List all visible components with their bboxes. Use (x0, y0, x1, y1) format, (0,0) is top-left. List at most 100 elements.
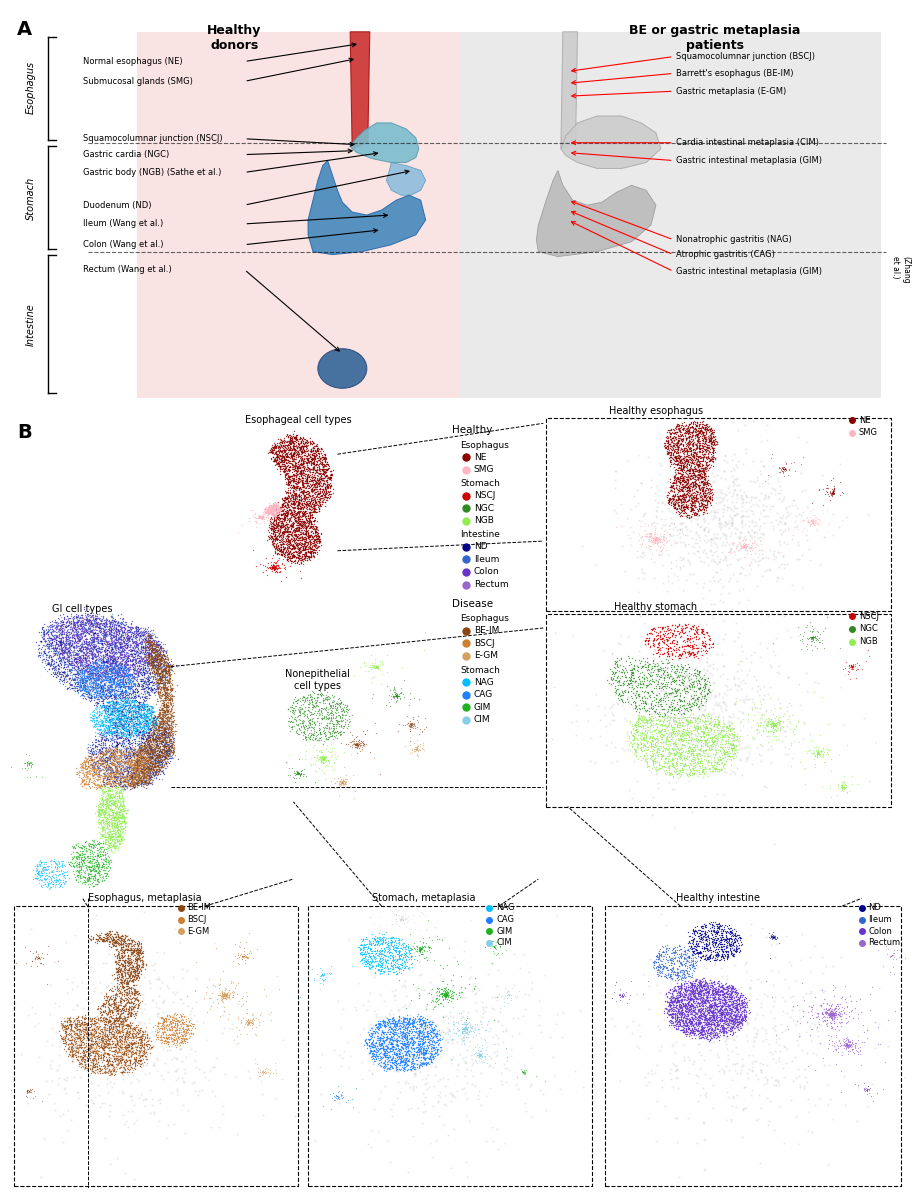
Point (434, 983, 449, 1002)
Point (94, 676, 109, 695)
Point (161, 697, 175, 716)
Point (158, 662, 173, 682)
Point (675, 500, 690, 520)
Point (150, 673, 165, 692)
Point (129, 632, 143, 652)
Point (76, 623, 90, 642)
Point (717, 1007, 731, 1026)
Point (135, 631, 150, 650)
Point (116, 743, 131, 762)
Point (144, 731, 159, 750)
Point (353, 943, 367, 962)
Point (131, 734, 145, 754)
Point (699, 973, 714, 992)
Point (639, 667, 654, 686)
Point (162, 659, 176, 678)
Point (412, 740, 427, 760)
Point (143, 647, 157, 666)
Point (181, 1019, 196, 1038)
Point (160, 713, 175, 732)
Point (686, 463, 701, 482)
Point (716, 978, 730, 997)
Point (142, 766, 156, 785)
Point (412, 940, 427, 959)
Point (664, 727, 679, 746)
Point (105, 678, 120, 697)
Point (161, 691, 175, 710)
Point (693, 678, 707, 697)
Point (156, 655, 171, 674)
Point (737, 1001, 751, 1020)
Point (127, 714, 142, 733)
Point (667, 431, 682, 450)
Point (664, 455, 678, 474)
Point (129, 757, 143, 776)
Point (278, 456, 292, 475)
Point (149, 748, 164, 767)
Point (727, 979, 741, 998)
Point (112, 797, 127, 816)
Point (650, 529, 664, 548)
Point (158, 670, 173, 689)
Point (171, 1010, 186, 1030)
Point (118, 737, 133, 756)
Point (124, 754, 139, 773)
Point (132, 769, 146, 788)
Point (165, 685, 179, 704)
Point (157, 733, 172, 752)
Point (660, 727, 675, 746)
Point (156, 756, 171, 775)
Point (455, 1019, 470, 1038)
Point (239, 991, 253, 1010)
Point (677, 446, 692, 466)
Point (358, 944, 373, 964)
Point (133, 736, 147, 755)
Point (133, 940, 148, 959)
Point (152, 647, 166, 666)
Point (59, 617, 74, 636)
Point (147, 739, 162, 758)
Point (131, 661, 145, 680)
Point (687, 936, 702, 955)
Point (758, 1020, 772, 1039)
Point (364, 1018, 378, 1037)
Point (679, 1021, 694, 1040)
Point (158, 743, 173, 762)
Point (61, 628, 76, 647)
Point (79, 1056, 93, 1075)
Point (701, 492, 716, 511)
Point (675, 997, 689, 1016)
Point (699, 931, 714, 950)
Point (124, 1026, 139, 1045)
Point (98, 990, 112, 1009)
Point (101, 654, 116, 673)
Point (60, 667, 75, 686)
Point (41, 654, 56, 673)
Point (280, 468, 294, 487)
Point (104, 666, 119, 685)
Point (106, 810, 121, 829)
Point (488, 1046, 503, 1066)
Point (103, 661, 118, 680)
Point (156, 660, 171, 679)
Point (805, 512, 820, 532)
Point (699, 704, 714, 724)
Point (110, 724, 124, 743)
Point (616, 986, 631, 1006)
Point (686, 624, 701, 643)
Point (393, 1082, 408, 1102)
Point (143, 656, 157, 676)
Point (692, 984, 707, 1003)
Point (664, 749, 679, 768)
Point (659, 938, 674, 958)
Point (81, 936, 96, 955)
Point (80, 1050, 95, 1069)
Point (121, 635, 135, 654)
Point (288, 509, 303, 528)
Point (312, 476, 326, 496)
Point (242, 500, 257, 520)
Point (158, 736, 173, 755)
Point (101, 934, 116, 953)
Point (459, 1019, 473, 1038)
Point (714, 997, 728, 1016)
